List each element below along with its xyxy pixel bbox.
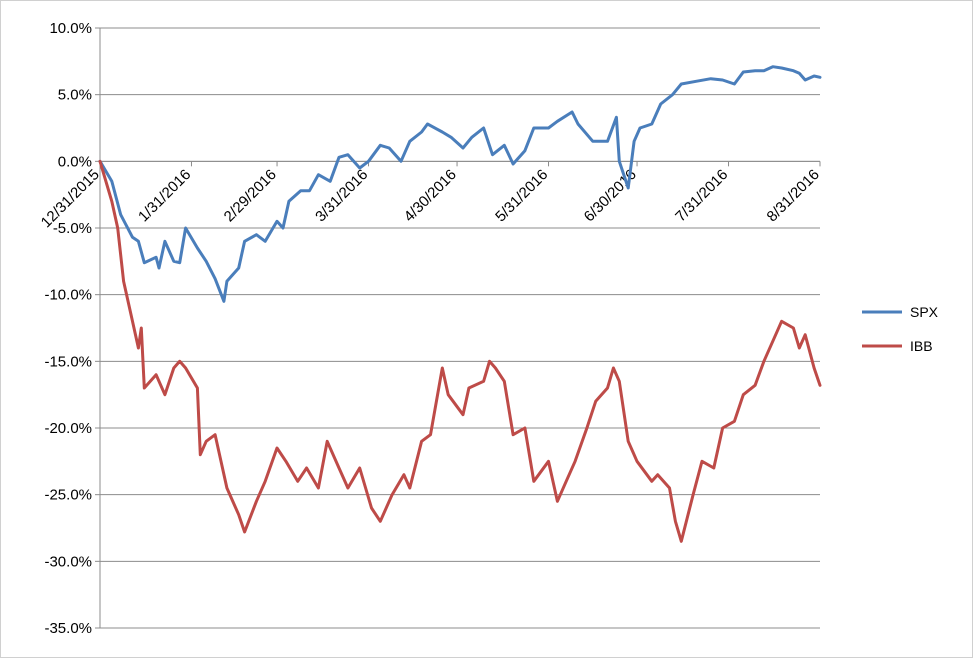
legend-label-spx: SPX bbox=[910, 304, 939, 320]
y-tick-label: -30.0% bbox=[44, 553, 92, 570]
y-tick-label: 5.0% bbox=[58, 87, 92, 104]
y-tick-label: -10.0% bbox=[44, 287, 92, 304]
y-tick-label: 10.0% bbox=[49, 20, 92, 37]
legend-label-ibb: IBB bbox=[910, 338, 933, 354]
legend: SPX IBB bbox=[862, 304, 939, 354]
y-tick-labels: 10.0% 5.0% 0.0% -5.0% -10.0% -15.0% -20.0% -25.… bbox=[44, 20, 92, 637]
y-tick-label: -25.0% bbox=[44, 487, 92, 504]
y-tick-label: -5.0% bbox=[53, 220, 92, 237]
y-tick-label: 0.0% bbox=[58, 153, 92, 170]
series-lines bbox=[98, 65, 822, 543]
y-tick-label: -20.0% bbox=[44, 420, 92, 437]
series-line-ibb bbox=[98, 159, 822, 543]
y-tick-label: -35.0% bbox=[44, 620, 92, 637]
series-line-spx bbox=[98, 65, 822, 303]
y-tick-label: -15.0% bbox=[44, 353, 92, 370]
